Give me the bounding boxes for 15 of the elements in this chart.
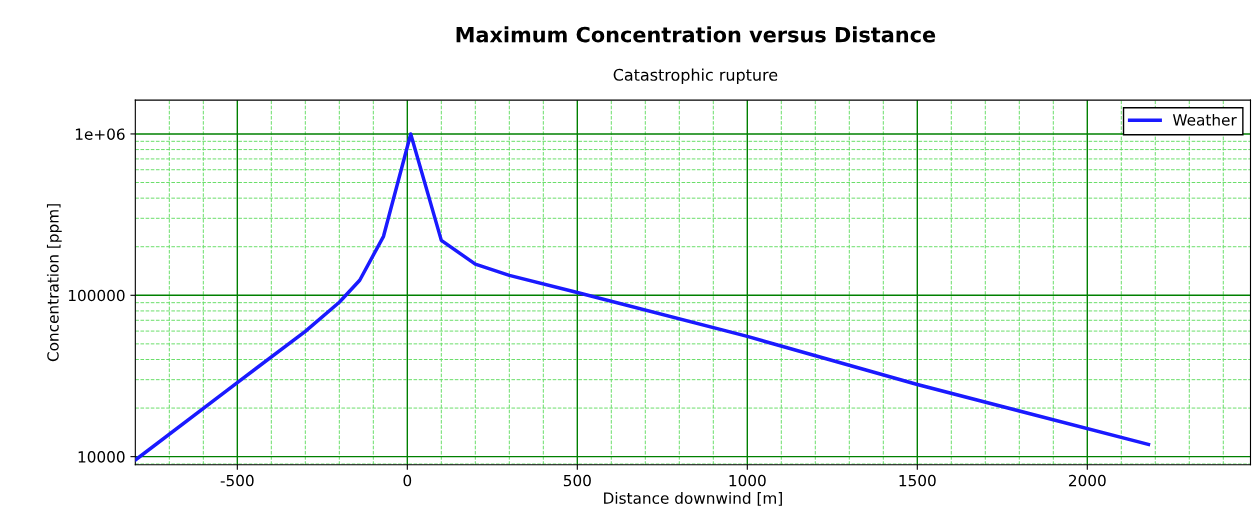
y-tick-label: 10000 <box>78 451 125 463</box>
x-tick-label: 1000 <box>729 474 766 487</box>
y-axis-title: Concentration [ppm] <box>46 204 62 362</box>
chart-subtitle: Catastrophic rupture <box>613 68 778 84</box>
x-tick-label: 2000 <box>1068 474 1106 487</box>
x-axis-title: Distance downwind [m] <box>604 492 782 506</box>
x-tick-label: 1500 <box>899 474 936 487</box>
y-tick-label: 100000 <box>68 289 125 302</box>
line-series <box>135 132 1151 462</box>
legend-label: Weather <box>1172 113 1237 126</box>
chart-title: Maximum Concentration versus Distance <box>456 26 936 43</box>
x-tick-label: 500 <box>563 474 591 487</box>
y-tick-label: 1e+06 <box>75 128 125 140</box>
x-tick-label: -500 <box>220 474 254 487</box>
x-tick-label: 0 <box>403 474 412 487</box>
